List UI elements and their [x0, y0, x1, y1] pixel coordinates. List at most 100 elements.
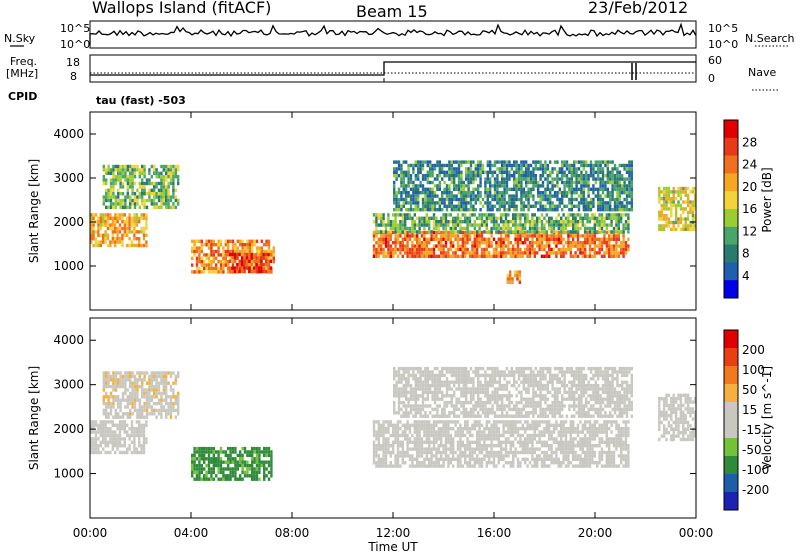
heatmap-cell — [267, 246, 271, 250]
heatmap-cell — [662, 217, 666, 221]
heatmap-cell — [416, 420, 419, 424]
heatmap-cell — [224, 474, 227, 478]
heatmap-cell — [215, 460, 218, 464]
heatmap-cell — [468, 450, 472, 455]
heatmap-cell — [500, 234, 503, 238]
heatmap-cell — [143, 192, 146, 196]
heatmap-cell — [401, 454, 404, 458]
heatmap-cell — [258, 446, 261, 451]
heatmap-cell — [514, 447, 517, 451]
heatmap-cell — [504, 251, 508, 255]
y-tick-label: 2000 — [53, 215, 84, 229]
heatmap-cell — [438, 197, 441, 202]
heatmap-cell — [402, 187, 405, 191]
heatmap-cell — [550, 223, 553, 227]
heatmap-cell — [593, 230, 596, 234]
heatmap-cell — [601, 167, 605, 171]
heatmap-cell — [527, 201, 530, 205]
heatmap-cell — [478, 437, 481, 441]
heatmap-cell — [155, 195, 158, 199]
heatmap-cell — [129, 415, 132, 419]
heatmap-cell — [618, 187, 621, 191]
heatmap-cell — [624, 223, 628, 227]
heatmap-cell — [219, 470, 223, 475]
heatmap-cell — [550, 447, 553, 451]
heatmap-cell — [580, 180, 583, 185]
heatmap-cell — [485, 226, 488, 231]
heatmap-cell — [538, 234, 541, 238]
heatmap-cell — [509, 447, 512, 451]
heatmap-cell — [423, 234, 426, 238]
heatmap-cell — [148, 181, 151, 186]
heatmap-cell — [476, 254, 479, 258]
heatmap-cell — [435, 461, 438, 465]
heatmap-cell — [477, 174, 480, 178]
heatmap-cell — [133, 440, 136, 444]
heatmap-cell — [528, 461, 532, 465]
heatmap-cell — [477, 184, 480, 188]
heatmap-cell — [600, 223, 604, 227]
heatmap-cell — [118, 230, 122, 234]
heatmap-cell — [526, 437, 529, 441]
heatmap-cell — [455, 194, 458, 198]
heatmap-cell — [489, 177, 492, 181]
heatmap-cell — [99, 213, 102, 217]
heatmap-cell — [556, 170, 559, 174]
heatmap-cell — [417, 197, 420, 202]
heatmap-cell — [167, 192, 170, 196]
heatmap-cell — [448, 201, 451, 205]
heatmap-cell — [667, 200, 671, 204]
heatmap-cell — [263, 453, 266, 458]
heatmap-cell — [539, 177, 542, 181]
heatmap-cell — [428, 447, 431, 451]
heatmap-cell — [582, 191, 585, 195]
heatmap-cell — [480, 450, 484, 455]
heatmap-cell — [466, 247, 469, 252]
heatmap-cell — [460, 197, 463, 202]
heatmap-cell — [248, 474, 251, 478]
heatmap-cell — [562, 440, 565, 444]
heatmap-cell — [488, 230, 491, 234]
heatmap-cell — [131, 202, 134, 206]
heatmap-cell — [541, 163, 545, 168]
heatmap-cell — [382, 234, 385, 238]
heatmap-cell — [502, 427, 505, 431]
heatmap-cell — [682, 190, 685, 194]
heatmap-cell — [465, 201, 468, 205]
heatmap-cell — [109, 181, 113, 186]
heatmap-cell — [193, 446, 196, 451]
heatmap-cell — [548, 444, 551, 448]
heatmap-cell — [461, 440, 464, 444]
heatmap-cell — [136, 202, 139, 206]
heatmap-cell — [489, 163, 492, 168]
heatmap-cell — [267, 256, 270, 260]
heatmap-cell — [167, 164, 170, 169]
heatmap-cell — [471, 423, 474, 427]
heatmap-cell — [534, 184, 537, 188]
heatmap-cell — [272, 249, 275, 254]
heatmap-cell — [594, 180, 597, 185]
heatmap-cell — [143, 405, 146, 409]
heatmap-cell — [589, 170, 593, 174]
heatmap-cell — [672, 190, 675, 194]
heatmap-cell — [174, 175, 177, 179]
heatmap-cell — [90, 437, 93, 441]
heatmap-cell — [387, 254, 390, 258]
heatmap-cell — [519, 237, 522, 241]
heatmap-cell — [500, 454, 503, 458]
freq-label-line1: Freq. — [10, 55, 37, 68]
heatmap-cell — [248, 266, 251, 270]
heatmap-cell — [447, 427, 450, 431]
heatmap-cell — [121, 384, 125, 389]
heatmap-cell — [442, 444, 445, 448]
heatmap-cell — [121, 181, 125, 186]
heatmap-cell — [513, 163, 516, 168]
heatmap-cell — [395, 201, 398, 205]
heatmap-cell — [550, 216, 553, 220]
heatmap-cell — [516, 254, 520, 258]
heatmap-cell — [421, 160, 425, 164]
heatmap-cell — [411, 423, 414, 427]
heatmap-cell — [435, 254, 438, 258]
heatmap-cell — [200, 446, 203, 451]
heatmap-cell — [513, 184, 516, 188]
